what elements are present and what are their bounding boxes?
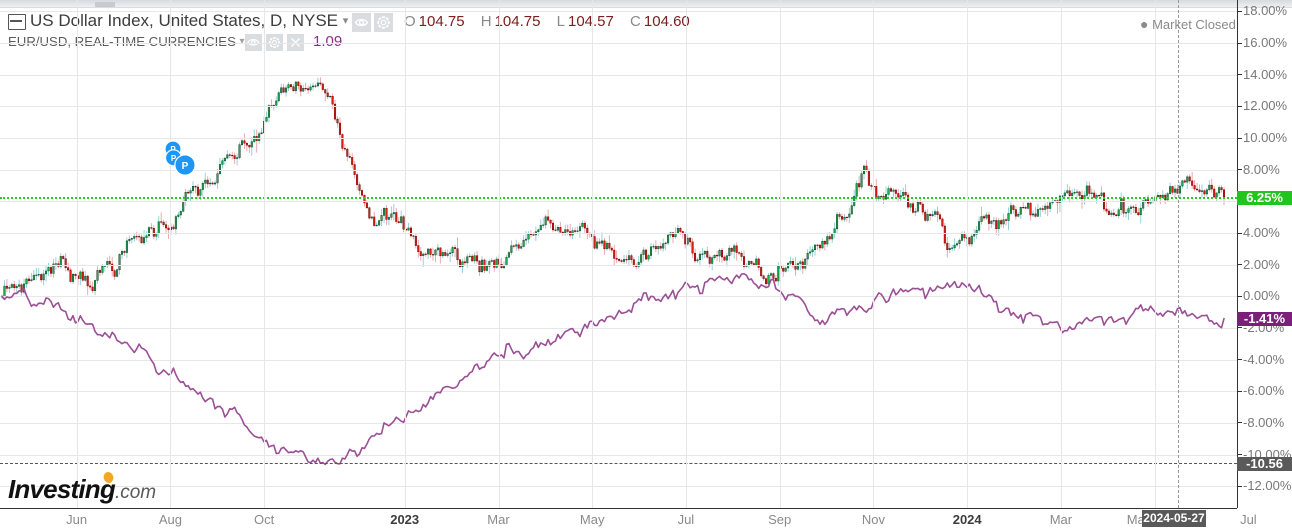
svg-text:P: P: [182, 161, 189, 172]
